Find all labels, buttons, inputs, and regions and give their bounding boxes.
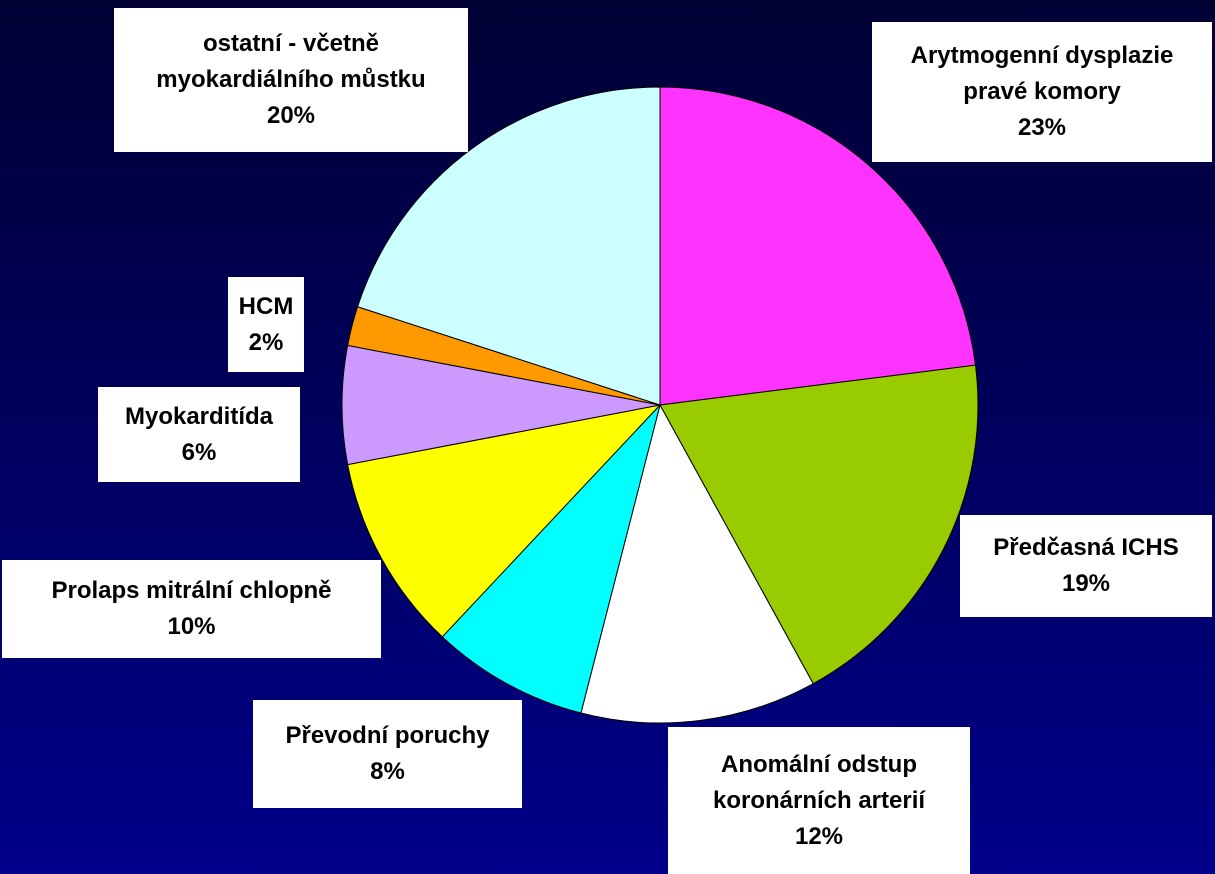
category-label: Arytmogenní dysplazie pravé komory	[910, 42, 1174, 105]
category-label: HCM	[238, 292, 294, 320]
value-label: 23%	[1017, 114, 1067, 141]
slice-label: Anomální odstup koronárních arterií 12%	[668, 727, 970, 874]
pie-slice	[347, 404, 662, 638]
category-label: ostatní - včetně myokardiálního můstku	[156, 30, 426, 93]
slice-label: ostatní - včetně myokardiálního můstku 20…	[114, 8, 468, 152]
value-label: 2%	[248, 328, 284, 356]
pie-slice	[659, 86, 977, 406]
category-label: Předčasná ICHS	[993, 534, 1179, 561]
value-label: 6%	[181, 438, 217, 466]
value-label: 19%	[1061, 570, 1111, 597]
pie-slice	[659, 364, 979, 685]
slice-label: Prolaps mitrální chlopně 10%	[2, 560, 381, 658]
category-label: Anomální odstup koronárních arterií	[712, 750, 926, 814]
slice-label: HCM 2%	[228, 277, 304, 372]
pie-slice	[441, 404, 661, 714]
category-label: Myokarditída	[124, 402, 274, 430]
value-label: 10%	[167, 613, 216, 640]
value-label: 20%	[266, 102, 316, 129]
category-label: Prolaps mitrální chlopně	[51, 577, 332, 604]
value-label: 12%	[794, 822, 844, 850]
slice-label: Předčasná ICHS 19%	[960, 515, 1212, 617]
pie-slice	[341, 344, 661, 466]
pie-slice	[356, 86, 661, 406]
category-label: Převodní poruchy	[285, 722, 490, 749]
slice-label: Myokarditída 6%	[98, 387, 300, 482]
slice-label: Arytmogenní dysplazie pravé komory 23%	[872, 22, 1212, 162]
value-label: 8%	[370, 758, 405, 785]
pie-slice	[580, 403, 814, 724]
slice-label: Převodní poruchy 8%	[253, 700, 522, 808]
